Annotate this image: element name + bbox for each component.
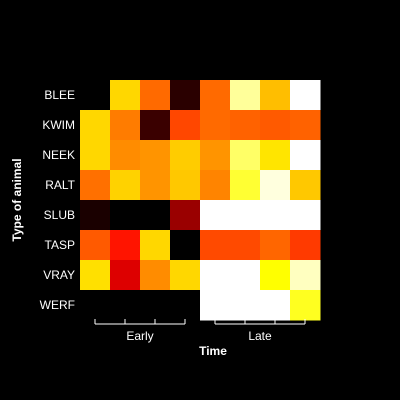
cell-vray-7 — [260, 260, 291, 291]
cell-werf-3 — [140, 290, 171, 321]
cell-kwim-2 — [110, 110, 141, 141]
cell-neek-1 — [80, 140, 111, 171]
row-labels: BLEE KWIM NEEK RALT SLUB TASP VRAY WERF — [40, 88, 76, 312]
cell-blee-7 — [260, 80, 291, 111]
cell-tasp-3 — [140, 230, 171, 261]
cell-ralt-1 — [80, 170, 111, 201]
row-label-kwim: KWIM — [42, 118, 75, 132]
cell-ralt-2 — [110, 170, 141, 201]
cell-neek-2 — [110, 140, 141, 171]
cell-blee-5 — [200, 80, 231, 111]
cell-kwim-3 — [140, 110, 171, 141]
row-label-blee: BLEE — [44, 88, 75, 102]
cell-blee-4 — [170, 80, 201, 111]
cell-neek-8 — [290, 140, 321, 171]
cell-kwim-8 — [290, 110, 321, 141]
cell-werf-4 — [170, 290, 201, 321]
cell-werf-2 — [110, 290, 141, 321]
cell-tasp-4 — [170, 230, 201, 261]
y-axis-label: Type of animal — [10, 158, 24, 241]
cell-werf-6 — [230, 290, 261, 321]
row-label-neek: NEEK — [42, 148, 75, 162]
cell-neek-3 — [140, 140, 171, 171]
cell-tasp-7 — [260, 230, 291, 261]
cell-blee-2 — [110, 80, 141, 111]
cell-ralt-5 — [200, 170, 231, 201]
cell-blee-6 — [230, 80, 261, 111]
cell-tasp-8 — [290, 230, 321, 261]
row-label-vray: VRAY — [43, 268, 75, 282]
cell-kwim-4 — [170, 110, 201, 141]
cell-slub-1 — [80, 200, 111, 231]
cell-blee-1 — [80, 80, 111, 111]
cell-kwim-1 — [80, 110, 111, 141]
cell-slub-3 — [140, 200, 171, 231]
cell-werf-8 — [290, 290, 321, 321]
cell-neek-5 — [200, 140, 231, 171]
row-label-tasp: TASP — [45, 238, 75, 252]
cell-werf-7 — [260, 290, 291, 321]
x-axis-label: Time — [199, 344, 227, 358]
cell-slub-2 — [110, 200, 141, 231]
heatmap-cells — [80, 80, 321, 321]
row-label-werf: WERF — [40, 298, 75, 312]
cell-kwim-6 — [230, 110, 261, 141]
cell-vray-3 — [140, 260, 171, 291]
cell-blee-8 — [290, 80, 321, 111]
row-label-slub: SLUB — [44, 208, 75, 222]
cell-ralt-3 — [140, 170, 171, 201]
cell-slub-6 — [230, 200, 261, 231]
cell-tasp-5 — [200, 230, 231, 261]
cell-vray-4 — [170, 260, 201, 291]
cell-kwim-5 — [200, 110, 231, 141]
cell-tasp-6 — [230, 230, 261, 261]
cell-ralt-8 — [290, 170, 321, 201]
cell-slub-7 — [260, 200, 291, 231]
cell-tasp-2 — [110, 230, 141, 261]
cell-vray-1 — [80, 260, 111, 291]
row-label-ralt: RALT — [45, 178, 75, 192]
group-label-late: Late — [248, 329, 272, 343]
cell-neek-6 — [230, 140, 261, 171]
cell-ralt-7 — [260, 170, 291, 201]
cell-ralt-4 — [170, 170, 201, 201]
cell-werf-1 — [80, 290, 111, 321]
cell-vray-2 — [110, 260, 141, 291]
group-label-early: Early — [126, 329, 153, 343]
cell-slub-4 — [170, 200, 201, 231]
cell-blee-3 — [140, 80, 171, 111]
cell-neek-4 — [170, 140, 201, 171]
cell-vray-6 — [230, 260, 261, 291]
cell-slub-5 — [200, 200, 231, 231]
cell-ralt-6 — [230, 170, 261, 201]
group-brackets: Early Late — [94, 319, 306, 343]
cell-vray-8 — [290, 260, 321, 291]
cell-neek-7 — [260, 140, 291, 171]
cell-kwim-7 — [260, 110, 291, 141]
cell-werf-5 — [200, 290, 231, 321]
cell-vray-5 — [200, 260, 231, 291]
cell-tasp-1 — [80, 230, 111, 261]
cell-slub-8 — [290, 200, 321, 231]
